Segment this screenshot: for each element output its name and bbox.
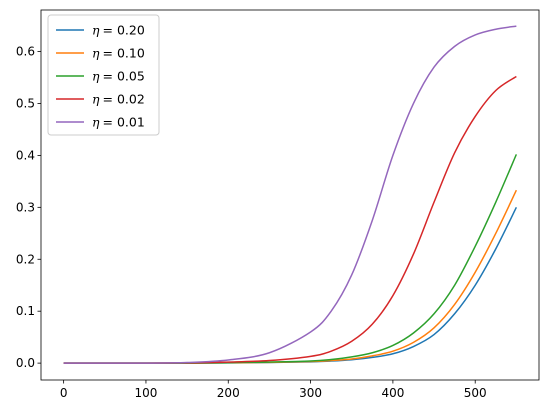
legend-value: = 0.01 — [103, 115, 145, 130]
y-tick-label: 0.4 — [16, 148, 35, 162]
y-tick-label: 0.6 — [16, 45, 35, 59]
x-tick-label: 0 — [60, 386, 68, 400]
y-tick-label: 0.2 — [16, 252, 35, 266]
legend-symbol: η — [92, 92, 100, 107]
y-tick-label: 0.5 — [16, 96, 35, 110]
legend-entry-label: η = 0.20 — [92, 23, 145, 38]
legend-entry-label: η = 0.05 — [92, 69, 145, 84]
x-tick-label: 100 — [134, 386, 157, 400]
legend-entry-label: η = 0.10 — [92, 46, 145, 61]
x-tick-label: 300 — [299, 386, 322, 400]
series-lines — [63, 25, 518, 364]
legend-symbol: η — [92, 23, 100, 38]
plot-frame — [40, 9, 540, 381]
legend-value: = 0.02 — [103, 92, 145, 107]
legend-symbol: η — [92, 69, 100, 84]
legend: η = 0.20η = 0.10η = 0.05η = 0.02η = 0.01 — [47, 14, 160, 136]
legend-value: = 0.05 — [103, 69, 145, 84]
legend-symbol: η — [92, 46, 100, 61]
x-tick-label: 400 — [381, 386, 404, 400]
legend-symbol: η — [92, 115, 100, 130]
legend-value: = 0.20 — [103, 23, 145, 38]
legend-entry-label: η = 0.01 — [92, 115, 145, 130]
x-tick-label: 200 — [217, 386, 240, 400]
legend-value: = 0.10 — [103, 46, 145, 61]
x-tick-label: 500 — [464, 386, 487, 400]
y-axis: 0.0 0.1 0.2 0.3 0.4 0.5 0.6 — [16, 45, 41, 370]
legend-box — [47, 14, 160, 136]
series-line-4 — [63, 25, 517, 364]
x-axis: 0 100 200 300 400 500 — [60, 380, 487, 400]
legend-entry-label: η = 0.02 — [92, 92, 145, 107]
y-tick-label: 0.3 — [16, 200, 35, 214]
y-tick-label: 0.1 — [16, 304, 35, 318]
y-tick-label: 0.0 — [16, 356, 35, 370]
